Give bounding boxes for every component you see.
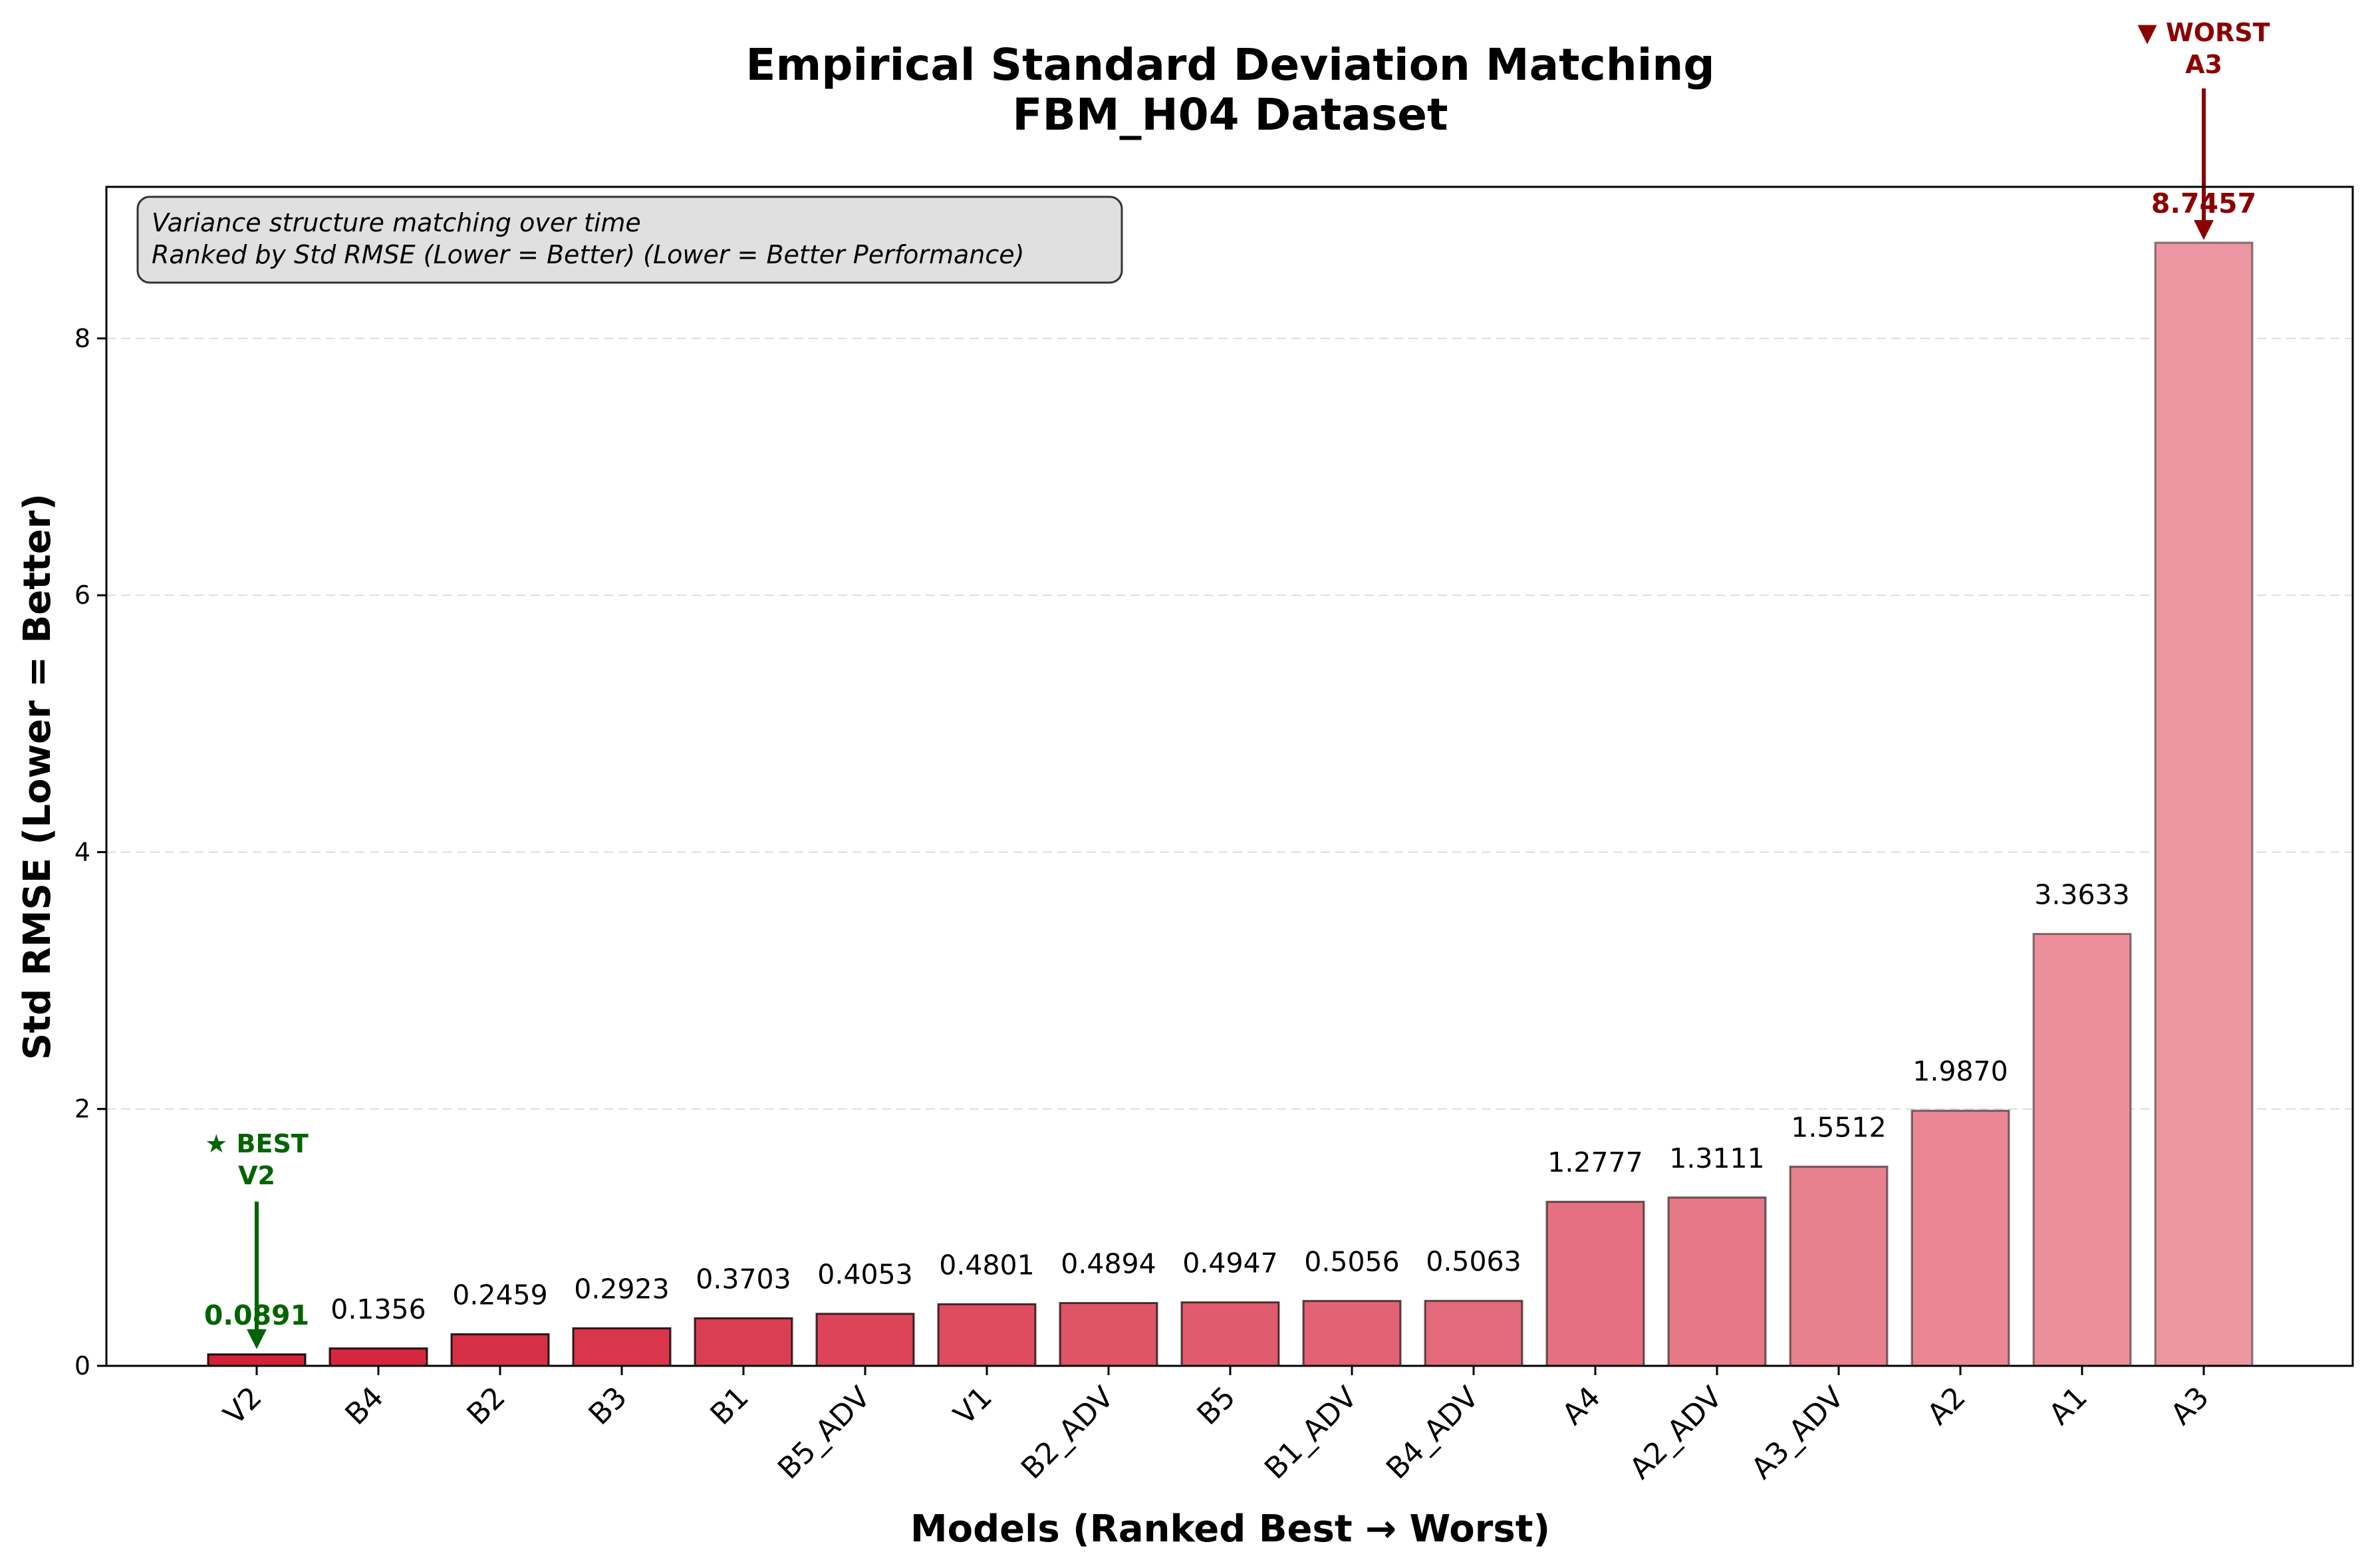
value-label: 0.5063 [1426,1245,1521,1277]
x-tick-label: A2_ADV [1623,1380,1729,1486]
info-box-line2: Ranked by Std RMSE (Lower = Better) (Low… [152,240,1024,269]
y-tick-label: 8 [74,324,90,353]
value-label: 0.4053 [817,1259,912,1291]
bar-b2 [450,1333,550,1367]
x-tick-label: B3 [583,1380,634,1432]
worst-annotation-label: ▼ WORST [2137,18,2270,47]
x-tick-label: B1_ADV [1258,1380,1364,1486]
grid-lines [106,337,2353,1110]
bar-a2-adv [1667,1196,1767,1367]
x-tick-label: A4 [1556,1380,1607,1432]
y-tick-label: 4 [74,837,90,866]
value-label: 0.4947 [1182,1247,1277,1279]
x-tick-label: B5 [1191,1380,1242,1432]
bar-b5-adv [815,1313,915,1367]
worst-annotation-model: A3 [2185,50,2222,79]
x-tick-label: B1 [704,1380,755,1432]
chart-title-line1: Empirical Standard Deviation Matching [745,39,1714,90]
value-label: 0.2459 [452,1279,547,1311]
bar-a2 [1911,1109,2010,1367]
x-tick-label: B4_ADV [1380,1380,1486,1486]
y-tick-label: 2 [74,1095,90,1124]
x-tick-label: B5_ADV [771,1380,877,1486]
chart-title-line2: FBM_H04 Dataset [1012,89,1448,140]
value-labels: 0.08910.13560.24590.29230.37030.40530.48… [204,188,2256,1331]
bar-a4 [1545,1200,1645,1367]
value-label: 0.4894 [1061,1247,1156,1279]
x-tick-label: A3_ADV [1745,1380,1851,1486]
x-tick-label: B2 [461,1380,512,1432]
best-annotation-label: ★ BEST [205,1129,309,1158]
bar-b1 [694,1317,793,1367]
x-tick-label: V1 [948,1380,999,1432]
value-label: 0.5056 [1304,1245,1399,1277]
y-tick-label: 6 [74,581,90,610]
value-label: 0.2923 [574,1273,669,1305]
bar-b3 [572,1327,672,1367]
bar-b5 [1180,1301,1280,1367]
bars [207,241,2254,1367]
value-label: 1.9870 [1912,1055,2008,1087]
annotations: ★ BEST V2 ▼ WORST A3 [205,18,2270,1349]
bar-b4-adv [1424,1299,1523,1367]
value-label: 0.4801 [939,1249,1034,1281]
value-label: 3.3633 [2034,878,2129,910]
info-box-line1: Variance structure matching over time [152,208,641,237]
best-annotation-model: V2 [238,1161,275,1190]
value-label: 1.2777 [1547,1146,1643,1178]
y-axis-ticks: 0 2 4 6 8 [74,324,106,1380]
x-tick-label: A2 [1921,1380,1972,1432]
bar-b2-adv [1059,1301,1158,1367]
value-label: 1.3111 [1669,1142,1764,1174]
y-axis-label: Std RMSE (Lower = Better) [16,493,59,1060]
bar-a3-adv [1789,1165,1889,1367]
x-axis-label: Models (Ranked Best → Worst) [910,1507,1550,1551]
bar-v2 [207,1353,307,1367]
plot-frame [105,186,2354,1367]
x-tick-label: V2 [217,1380,269,1432]
value-label: 0.1356 [330,1293,426,1325]
x-tick-label: A1 [2043,1380,2094,1432]
bar-b1-adv [1302,1299,1402,1367]
bar-a1 [2032,932,2132,1367]
info-box: Variance structure matching over time Ra… [136,196,1123,284]
y-tick-label: 0 [74,1351,90,1380]
x-axis-ticks: V2 B4 B2 B3 B1 B5_ADV V1 B2_ADV B5 B1_ADV B4_ADV A4… [217,1366,2216,1486]
bar-b4 [329,1347,428,1367]
x-tick-label: B4 [339,1380,390,1432]
value-label: 0.3703 [696,1263,791,1295]
bar-v1 [937,1303,1037,1367]
x-tick-label: A3 [2165,1380,2216,1432]
bar-a3 [2154,241,2254,1367]
value-label: 1.5512 [1791,1111,1886,1143]
x-tick-label: B2_ADV [1015,1380,1121,1486]
info-box-background [136,196,1123,284]
